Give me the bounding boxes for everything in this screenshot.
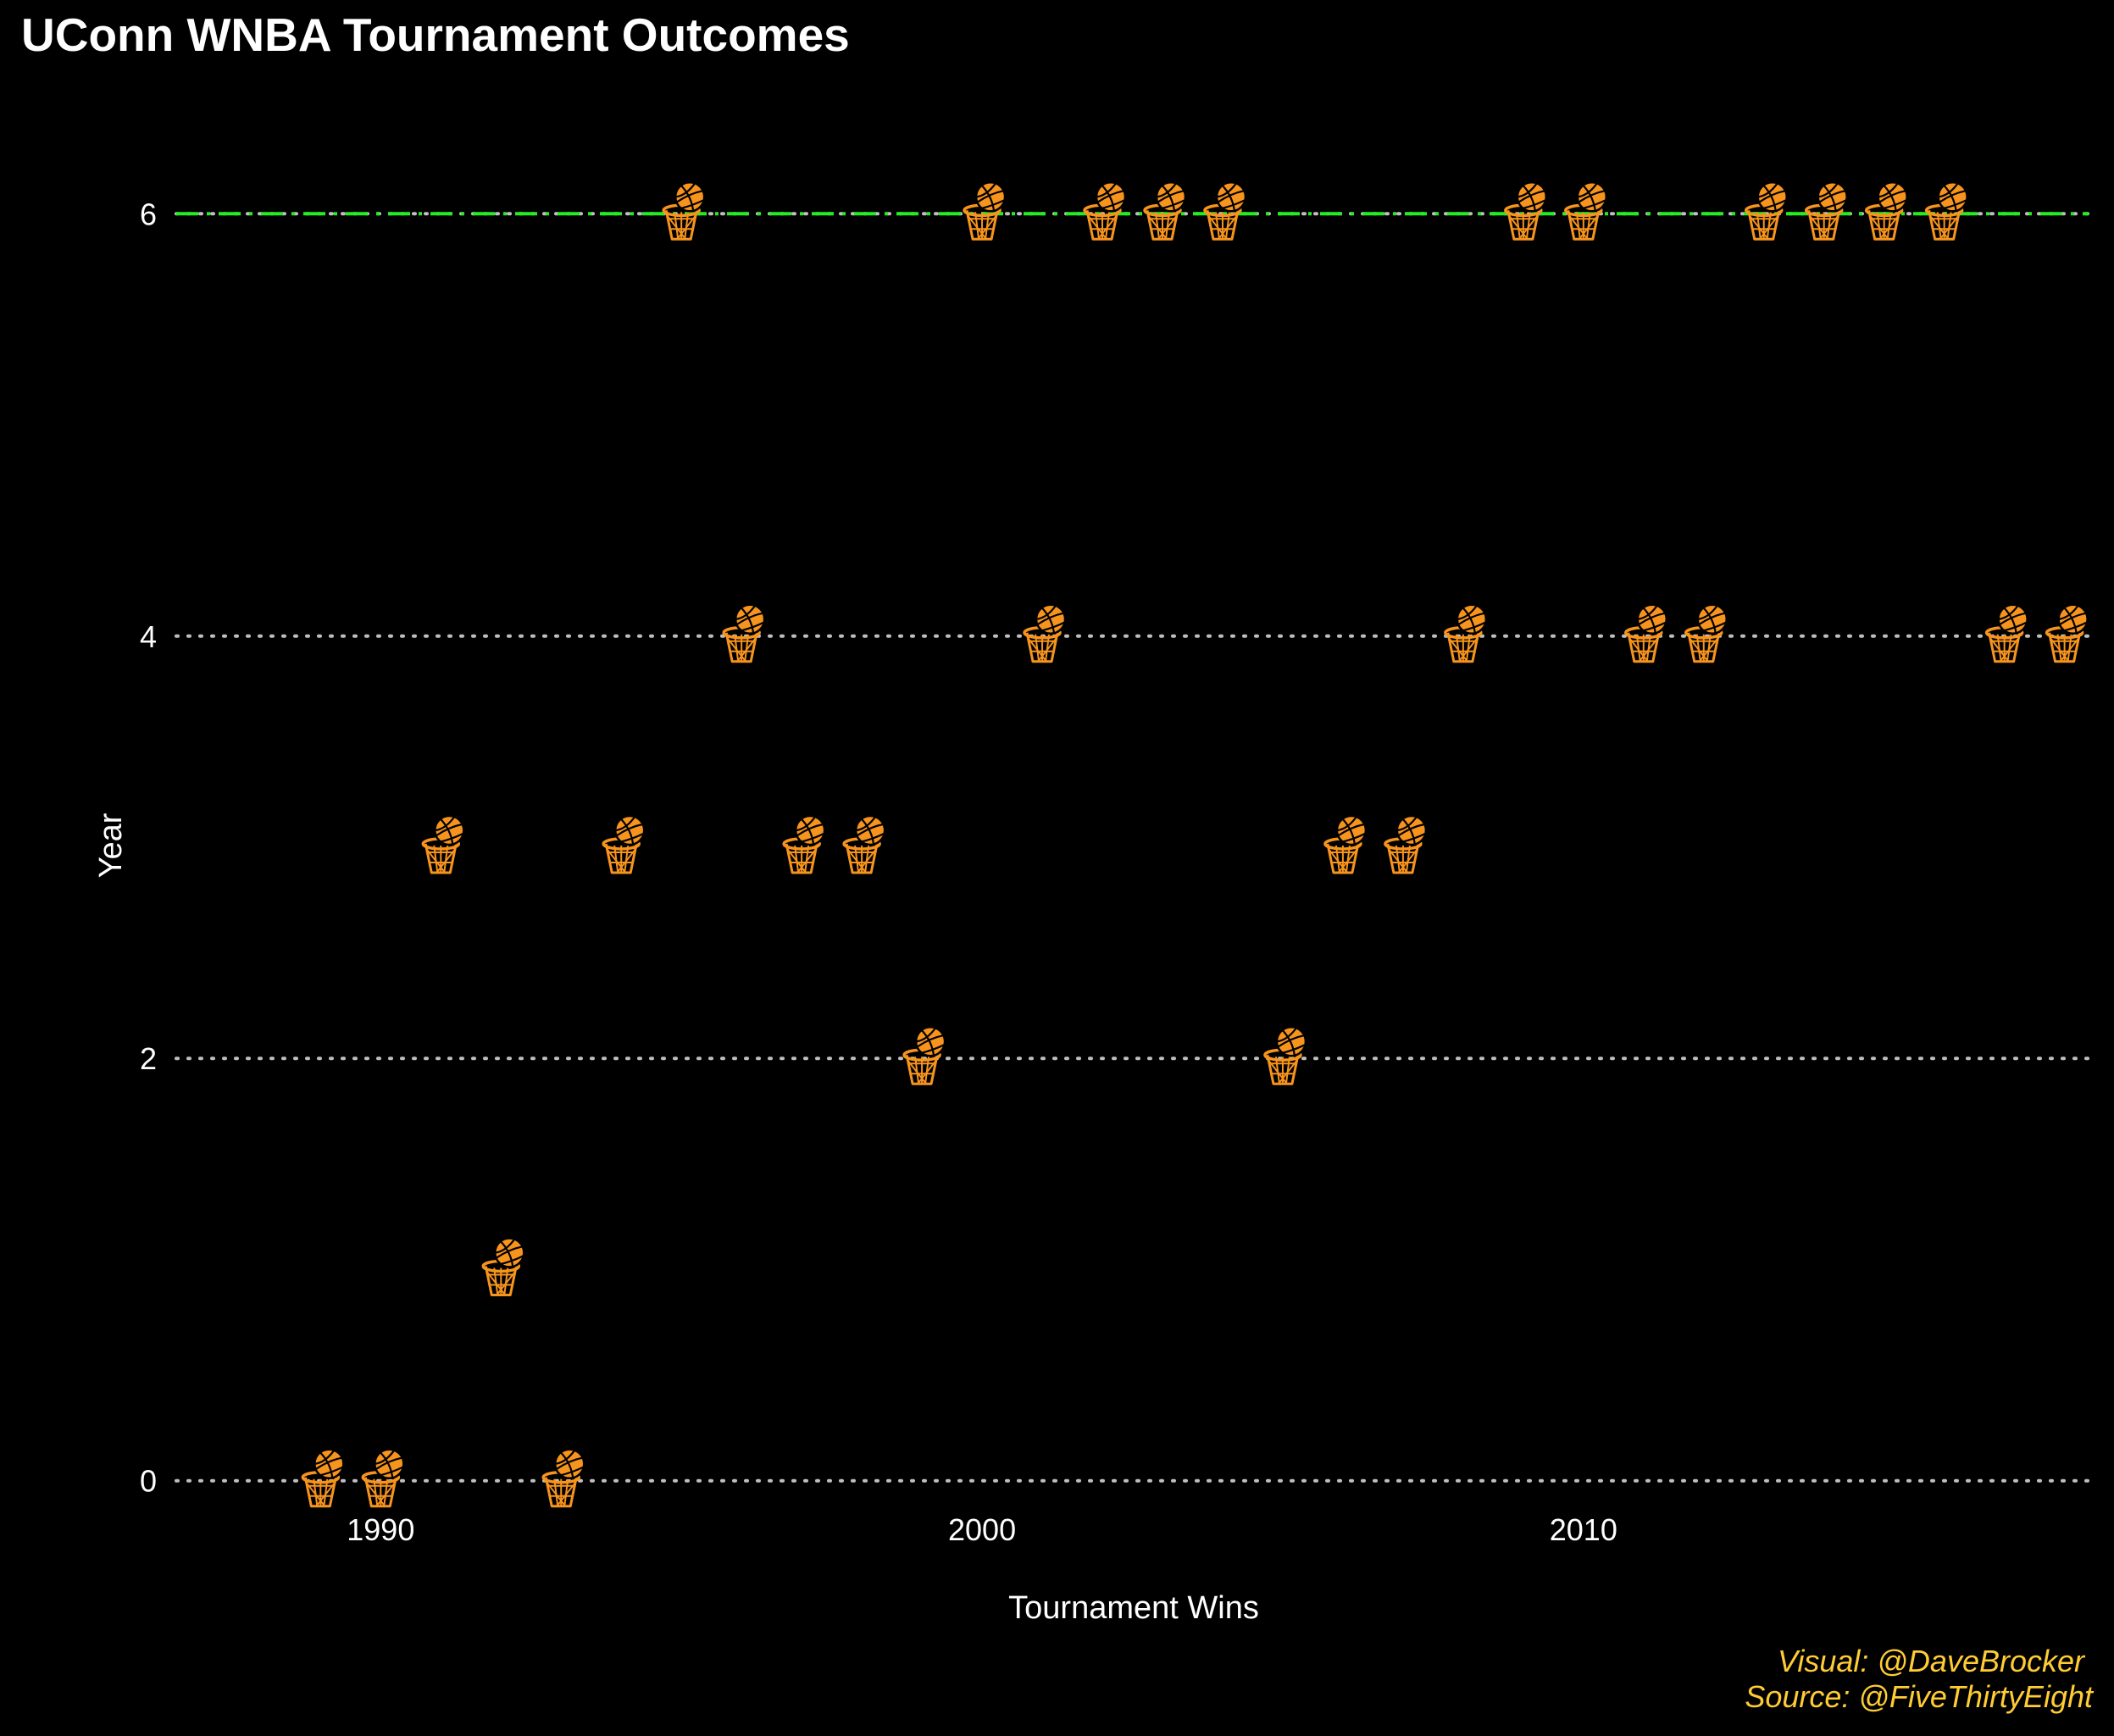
basketball-hoop-icon bbox=[481, 1237, 525, 1296]
basketball-hoop-icon bbox=[1083, 181, 1127, 241]
y-axis-label: Year bbox=[93, 813, 129, 878]
basketball-hoop-icon bbox=[1504, 181, 1548, 241]
basketball-hoop-icon bbox=[1744, 181, 1788, 241]
y-tick-label: 4 bbox=[140, 619, 157, 654]
basketball-hoop-icon bbox=[1624, 603, 1668, 663]
chart-title: UConn WNBA Tournament Outcomes bbox=[21, 8, 850, 61]
basketball-hoop-icon bbox=[1143, 181, 1187, 241]
basketball-hoop-icon bbox=[301, 1448, 345, 1508]
data-points bbox=[301, 181, 2089, 1508]
basketball-hoop-icon bbox=[421, 814, 465, 874]
basketball-hoop-icon bbox=[541, 1448, 585, 1508]
basketball-hoop-icon bbox=[361, 1448, 405, 1508]
basketball-hoop-icon bbox=[1564, 181, 1608, 241]
y-tick-label: 0 bbox=[140, 1464, 157, 1499]
basketball-hoop-icon bbox=[1023, 603, 1067, 663]
basketball-hoop-icon bbox=[963, 181, 1007, 241]
caption-source: Source: @FiveThirtyEight bbox=[1745, 1679, 2095, 1714]
basketball-hoop-icon bbox=[1263, 1025, 1307, 1085]
caption-visual: Visual: @DaveBrocker bbox=[1778, 1644, 2086, 1678]
basketball-hoop-icon bbox=[1384, 814, 1428, 874]
basketball-hoop-icon bbox=[1203, 181, 1247, 241]
y-tick-label: 2 bbox=[140, 1041, 157, 1076]
basketball-hoop-icon bbox=[1804, 181, 1848, 241]
basketball-hoop-icon bbox=[1323, 814, 1368, 874]
x-axis-label: Tournament Wins bbox=[1008, 1590, 1259, 1626]
x-tick-label: 1990 bbox=[347, 1512, 414, 1547]
x-axis-ticks: 1990 2000 2010 bbox=[347, 1512, 1617, 1547]
basketball-hoop-icon bbox=[1684, 603, 1728, 663]
basketball-hoop-icon bbox=[842, 814, 886, 874]
basketball-hoop-icon bbox=[1444, 603, 1488, 663]
y-tick-label: 6 bbox=[140, 197, 157, 231]
basketball-hoop-icon bbox=[602, 814, 646, 874]
y-axis-ticks: 0 2 4 6 bbox=[140, 197, 157, 1498]
basketball-hoop-icon bbox=[902, 1025, 946, 1085]
basketball-hoop-icon bbox=[782, 814, 826, 874]
basketball-hoop-icon bbox=[1864, 181, 1908, 241]
basketball-hoop-icon bbox=[662, 181, 706, 241]
basketball-hoop-icon bbox=[1924, 181, 1968, 241]
x-tick-label: 2000 bbox=[948, 1512, 1016, 1547]
gridlines bbox=[175, 212, 2090, 1483]
x-tick-label: 2010 bbox=[1550, 1512, 1617, 1547]
basketball-hoop-icon bbox=[722, 603, 766, 663]
basketball-hoop-icon bbox=[2045, 603, 2089, 663]
basketball-hoop-icon bbox=[1984, 603, 2028, 663]
